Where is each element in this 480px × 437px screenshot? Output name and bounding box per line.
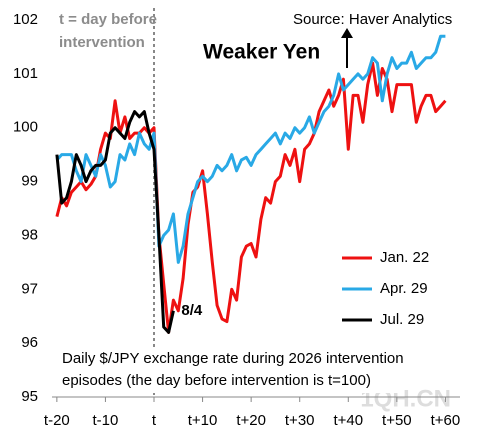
x-tick-label: t+40 [333,412,363,429]
source: Source: Haver Analytics [293,11,452,28]
series-line [55,110,175,334]
y-tick-label: 96 [21,334,38,351]
x-tick-label: t+10 [188,412,218,429]
x-tick-label: t+60 [431,412,461,429]
x-tick-label: t-10 [92,412,118,429]
x-tick-label: t+30 [285,412,315,429]
y-tick-label: 98 [21,226,38,243]
y-tick-label: 95 [21,388,38,405]
arrow-head [341,28,353,38]
legend-label: Jan. 22 [380,249,429,266]
end-label: 8/4 [181,302,203,319]
caption: episodes (the day before intervention is… [62,372,371,389]
y-tick-label: 99 [21,173,38,190]
annotation: intervention [59,34,145,51]
y-tick-label: 100 [13,119,38,136]
arrow-label: Weaker Yen [203,41,320,64]
legend-label: Jul. 29 [380,311,424,328]
annotation: t = day before [59,11,157,28]
annotation-bg [55,8,150,53]
y-tick-label: 101 [13,65,38,82]
legend-label: Apr. 29 [380,280,428,297]
y-tick-label: 102 [13,11,38,28]
x-tick-label: t+50 [382,412,412,429]
y-tick-label: 97 [21,280,38,297]
series-line [55,34,446,264]
caption: Daily $/JPY exchange rate during 2026 in… [62,350,404,367]
x-tick-label: t-20 [44,412,70,429]
x-tick-label: t [152,412,157,429]
x-tick-label: t+20 [236,412,266,429]
caption-bg [58,347,403,393]
